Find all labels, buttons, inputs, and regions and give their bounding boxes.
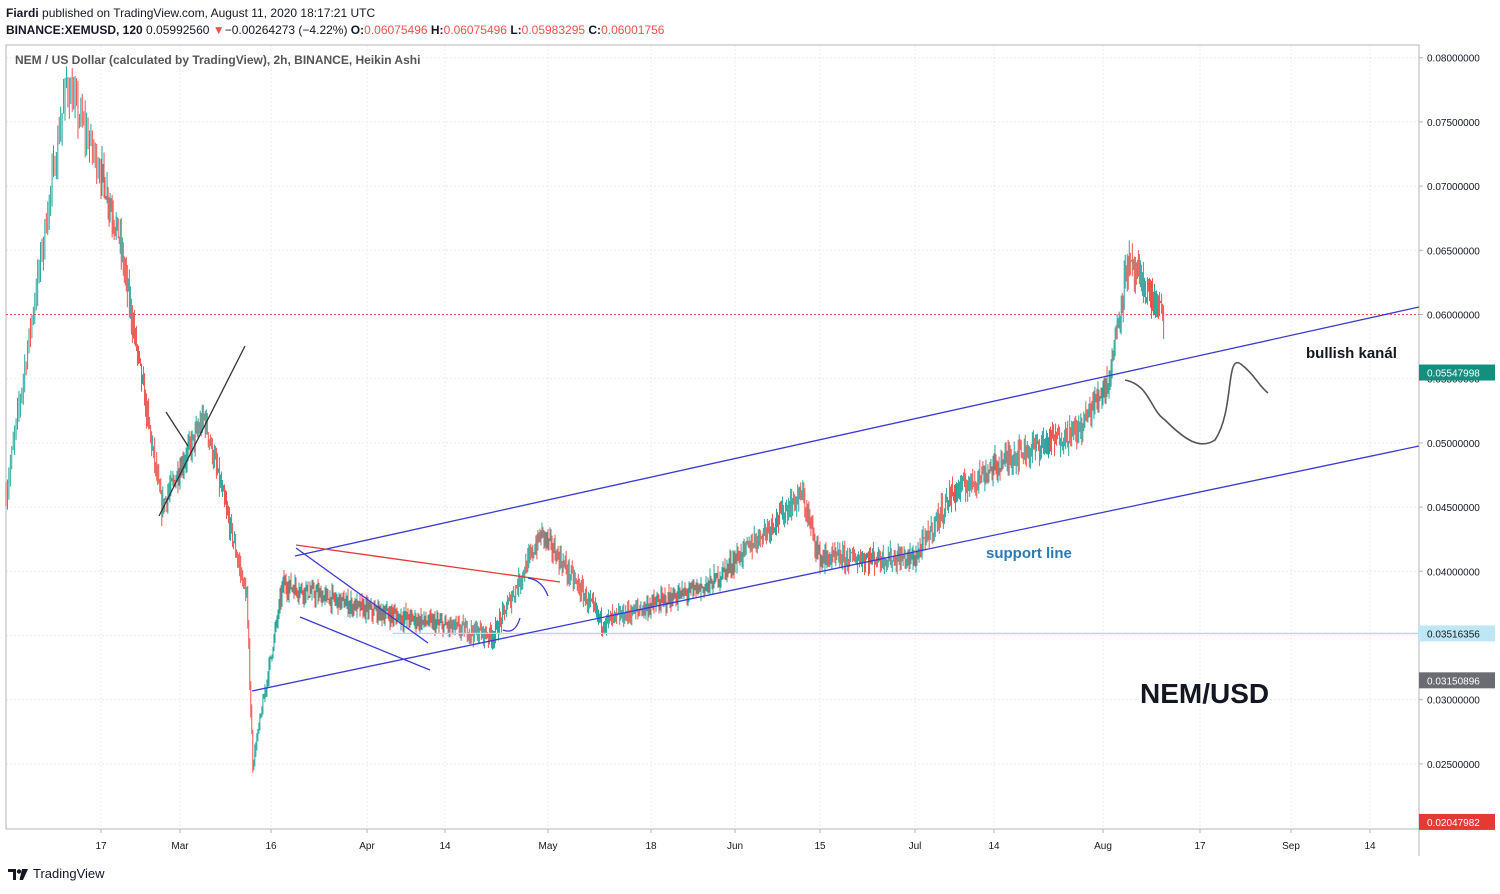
bounce-arrow [502, 617, 521, 632]
channel-upper-line [294, 306, 1420, 557]
price-change: −0.00264273 (−4.22%) [224, 23, 348, 37]
price-labels: 0.05547998 0.03516356 0.03150896 0.02047982 [1419, 364, 1495, 830]
price-label-text: 0.03516356 [1427, 629, 1480, 640]
last-price: 0.05992560 [146, 23, 210, 37]
y-tick-label: 0.03000000 [1427, 696, 1480, 707]
x-tick-label: Aug [1094, 841, 1112, 852]
low-value: 0.05983295 [521, 23, 586, 37]
y-tick-label: 0.07000000 [1427, 182, 1480, 193]
x-tick-label: Jun [727, 841, 743, 852]
publish-line: Fiardi published on TradingView.com, Aug… [6, 5, 664, 22]
chart-title: NEM / US Dollar (calculated by TradingVi… [15, 53, 420, 67]
author-name[interactable]: Fiardi [6, 6, 39, 20]
chart-header: Fiardi published on TradingView.com, Aug… [6, 5, 664, 39]
x-tick-label: Jul [909, 841, 922, 852]
price-label-text: 0.05547998 [1427, 369, 1480, 380]
candles-layer [5, 66, 1165, 773]
projection-curve [1124, 361, 1269, 445]
y-tick-label: 0.06000000 [1427, 311, 1480, 322]
x-tick-label: Apr [359, 841, 375, 852]
open-label: O: [350, 23, 365, 37]
support-line-label: support line [986, 545, 1072, 562]
x-tick-label: Sep [1282, 841, 1300, 852]
brand-name[interactable]: TradingView [33, 866, 105, 881]
y-tick-label: 0.04500000 [1427, 503, 1480, 514]
y-tick-label: 0.04000000 [1427, 567, 1480, 578]
open-value: 0.06075496 [364, 23, 428, 37]
channel-lower-line [251, 445, 1420, 692]
y-tick-label: 0.05000000 [1427, 439, 1480, 450]
price-label-box [1419, 364, 1495, 381]
price-label-box [1419, 625, 1495, 642]
x-tick-label: 17 [95, 841, 107, 852]
x-tick-label: 15 [814, 841, 826, 852]
x-tick-label: 14 [988, 841, 1000, 852]
x-tick-label: May [539, 841, 558, 852]
close-value: 0.06001756 [601, 23, 665, 37]
x-tick-label: 16 [265, 841, 277, 852]
drop-arrow [527, 577, 549, 597]
high-value: 0.06075496 [443, 23, 507, 37]
pair-label: NEM/USD [1140, 678, 1269, 709]
time-axis[interactable]: 17 Mar 16 Apr 14 May 18 Jun 15 Jul 14 Aug 17 Sep 14 [95, 829, 1376, 852]
footer: TradingView [8, 866, 105, 881]
y-tick-label: 0.06500000 [1427, 246, 1480, 257]
high-label: H: [430, 23, 444, 37]
close-label: C: [588, 23, 602, 37]
chart-grid [6, 45, 1419, 829]
price-label-text: 0.02047982 [1427, 818, 1480, 829]
plot-frame [5, 44, 1420, 830]
x-tick-label: 14 [439, 841, 451, 852]
drawings-layer [6, 306, 1420, 692]
x-tick-label: 17 [1194, 841, 1206, 852]
price-label-box [1419, 813, 1495, 830]
bullish-channel-label: bullish kanál [1306, 345, 1397, 362]
wedge-upper-line [295, 547, 429, 644]
x-tick-label: 18 [645, 841, 657, 852]
x-tick-label: Mar [171, 841, 189, 852]
publish-text: published on TradingView.com, August 11,… [42, 6, 376, 20]
price-label-text: 0.03150896 [1427, 676, 1480, 687]
y-tick-label: 0.08000000 [1427, 54, 1480, 65]
price-axis[interactable]: 0.08000000 0.07500000 0.07000000 0.06500000… [1419, 54, 1480, 771]
low-label: L: [510, 23, 522, 37]
trend-line [158, 345, 246, 517]
down-arrow-icon: ▼ [212, 23, 225, 37]
tradingview-logo-icon [8, 868, 28, 880]
symbol-name[interactable]: BINANCE:XEMUSD, 120 [6, 23, 143, 37]
symbol-line: BINANCE:XEMUSD, 120 0.05992560 ▼−0.00264… [6, 22, 664, 39]
wedge-lower-line [299, 616, 431, 671]
x-tick-label: 14 [1364, 841, 1376, 852]
trend-line-small [165, 411, 189, 447]
y-tick-label: 0.07500000 [1427, 118, 1480, 129]
y-tick-label: 0.02500000 [1427, 760, 1480, 771]
price-label-box [1419, 672, 1495, 689]
resistance-line [295, 544, 561, 583]
